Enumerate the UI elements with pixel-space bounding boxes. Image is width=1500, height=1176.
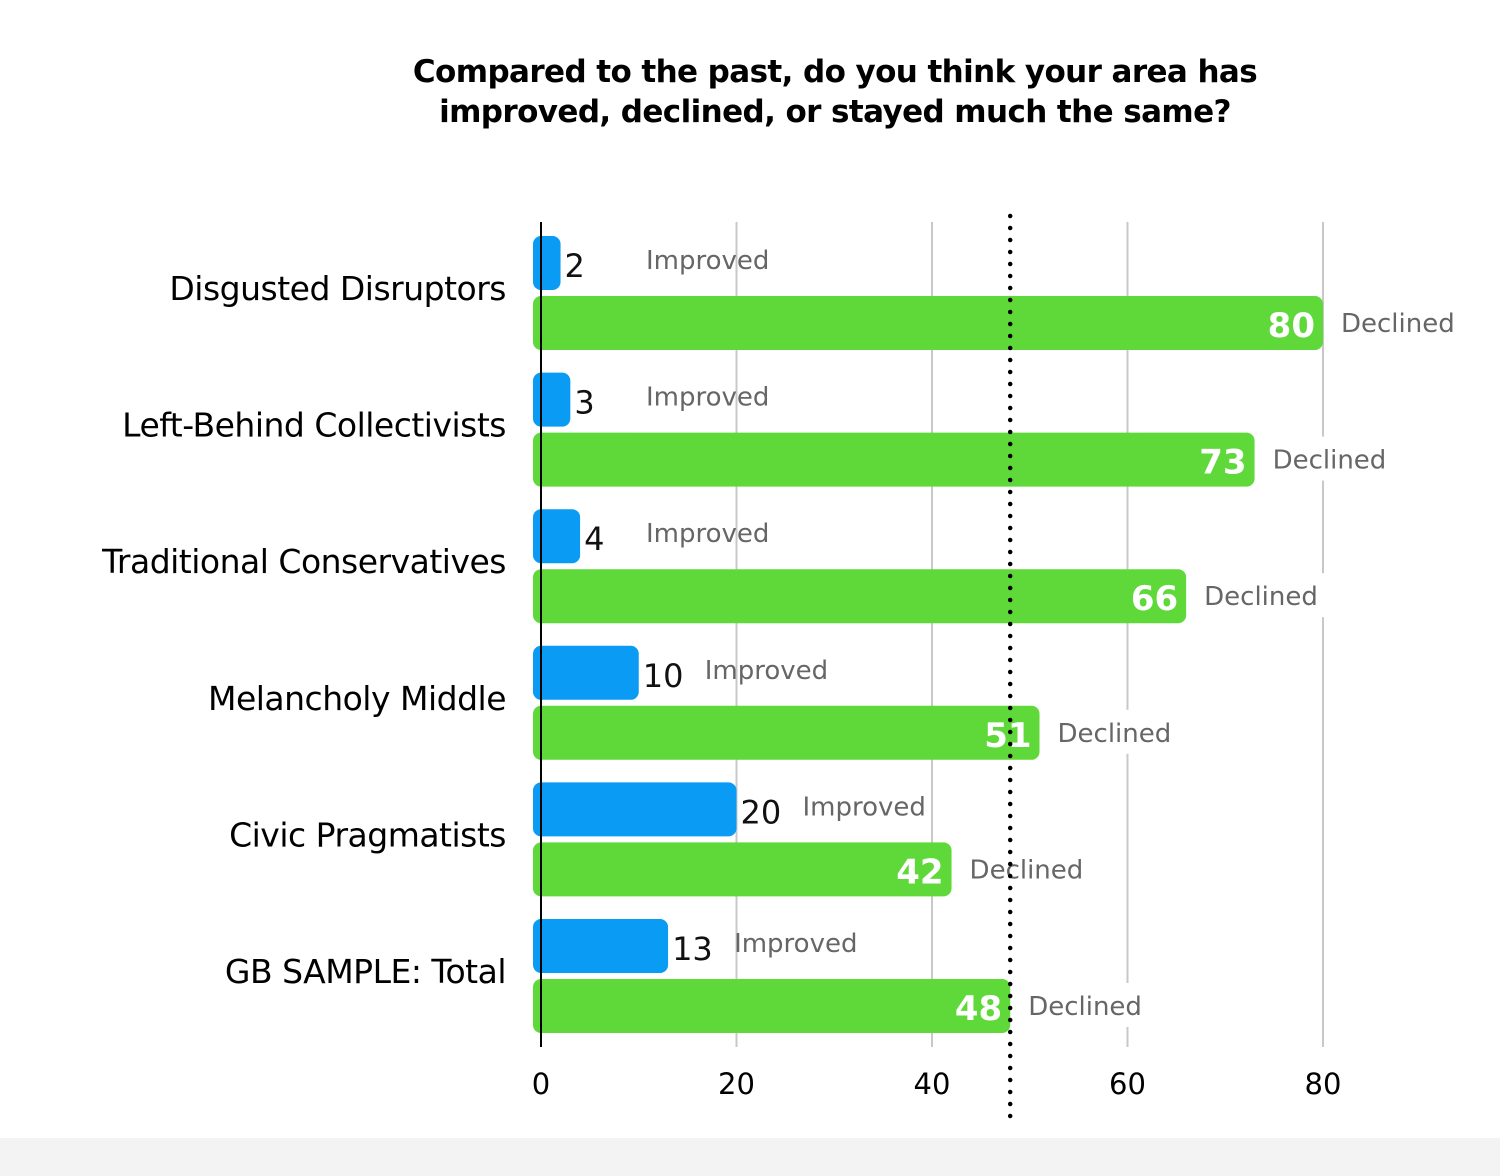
series-label-declined-5: Declined: [1028, 992, 1142, 1022]
series-label-improved-3: Improved: [705, 656, 828, 686]
series-label-improved-1: Improved: [646, 383, 769, 413]
x-tick-label-0: 0: [532, 1067, 550, 1101]
x-tick-label-4: 80: [1305, 1067, 1342, 1101]
value-label-improved-3: 10: [643, 657, 684, 695]
bar-improved-1: [533, 372, 571, 427]
value-label-declined-2: 66: [1131, 579, 1178, 619]
bar-improved-2: [533, 509, 581, 564]
series-label-declined-0: Declined: [1341, 309, 1455, 339]
series-label-improved-0: Improved: [646, 246, 769, 276]
x-tick-label-3: 60: [1109, 1067, 1146, 1101]
series-label-bg-declined-5: [1024, 983, 1155, 1027]
category-label-1: Left-Behind Collectivists: [122, 406, 506, 445]
category-label-5: GB SAMPLE: Total: [225, 952, 506, 991]
bar-declined-5: [533, 979, 1011, 1033]
series-label-declined-1: Declined: [1273, 446, 1387, 476]
bar-improved-4: [533, 782, 737, 837]
bar-improved-0: [533, 236, 561, 290]
bar-declined-0: [533, 296, 1323, 350]
series-label-declined-2: Declined: [1204, 582, 1318, 612]
value-label-improved-2: 4: [584, 520, 604, 558]
value-label-declined-4: 42: [896, 852, 943, 892]
series-label-bg-declined-4: [965, 846, 1096, 891]
series-label-improved-4: Improved: [803, 792, 926, 822]
chart-title-line-1: Compared to the past, do you think your …: [412, 54, 1258, 90]
series-label-bg-declined-2: [1200, 573, 1331, 618]
value-label-improved-5: 13: [672, 930, 713, 968]
x-tick-label-2: 40: [914, 1067, 951, 1101]
bar-declined-3: [533, 705, 1040, 760]
category-label-2: Traditional Conservatives: [101, 542, 506, 581]
chart-title-line-2: improved, declined, or stayed much the s…: [439, 94, 1231, 130]
x-tick-label-1: 20: [718, 1067, 755, 1101]
bar-improved-3: [533, 645, 639, 700]
series-label-declined-3: Declined: [1058, 719, 1172, 749]
value-label-improved-4: 20: [741, 793, 782, 831]
series-label-declined-4: Declined: [970, 855, 1084, 885]
value-label-declined-5: 48: [955, 989, 1002, 1029]
bar-declined-4: [533, 842, 952, 897]
value-label-improved-1: 3: [574, 384, 594, 422]
value-label-declined-1: 73: [1199, 443, 1246, 483]
series-label-bg-declined-3: [1053, 709, 1184, 754]
bar-improved-5: [533, 919, 669, 973]
value-label-declined-0: 80: [1268, 306, 1315, 346]
bar-declined-2: [533, 569, 1187, 624]
series-label-bg-declined-1: [1268, 436, 1399, 481]
series-label-bg-declined-0: [1337, 300, 1467, 344]
chart-title: Compared to the past, do you think your …: [335, 52, 1335, 132]
series-label-improved-5: Improved: [734, 929, 857, 959]
bottom-band: [0, 1138, 1500, 1176]
category-label-3: Melancholy Middle: [208, 679, 506, 718]
category-label-0: Disgusted Disruptors: [169, 269, 506, 308]
series-label-improved-2: Improved: [646, 519, 769, 549]
bar-declined-1: [533, 432, 1255, 487]
value-label-improved-0: 2: [565, 247, 585, 285]
value-label-declined-3: 51: [984, 716, 1031, 756]
category-label-4: Civic Pragmatists: [229, 815, 506, 854]
